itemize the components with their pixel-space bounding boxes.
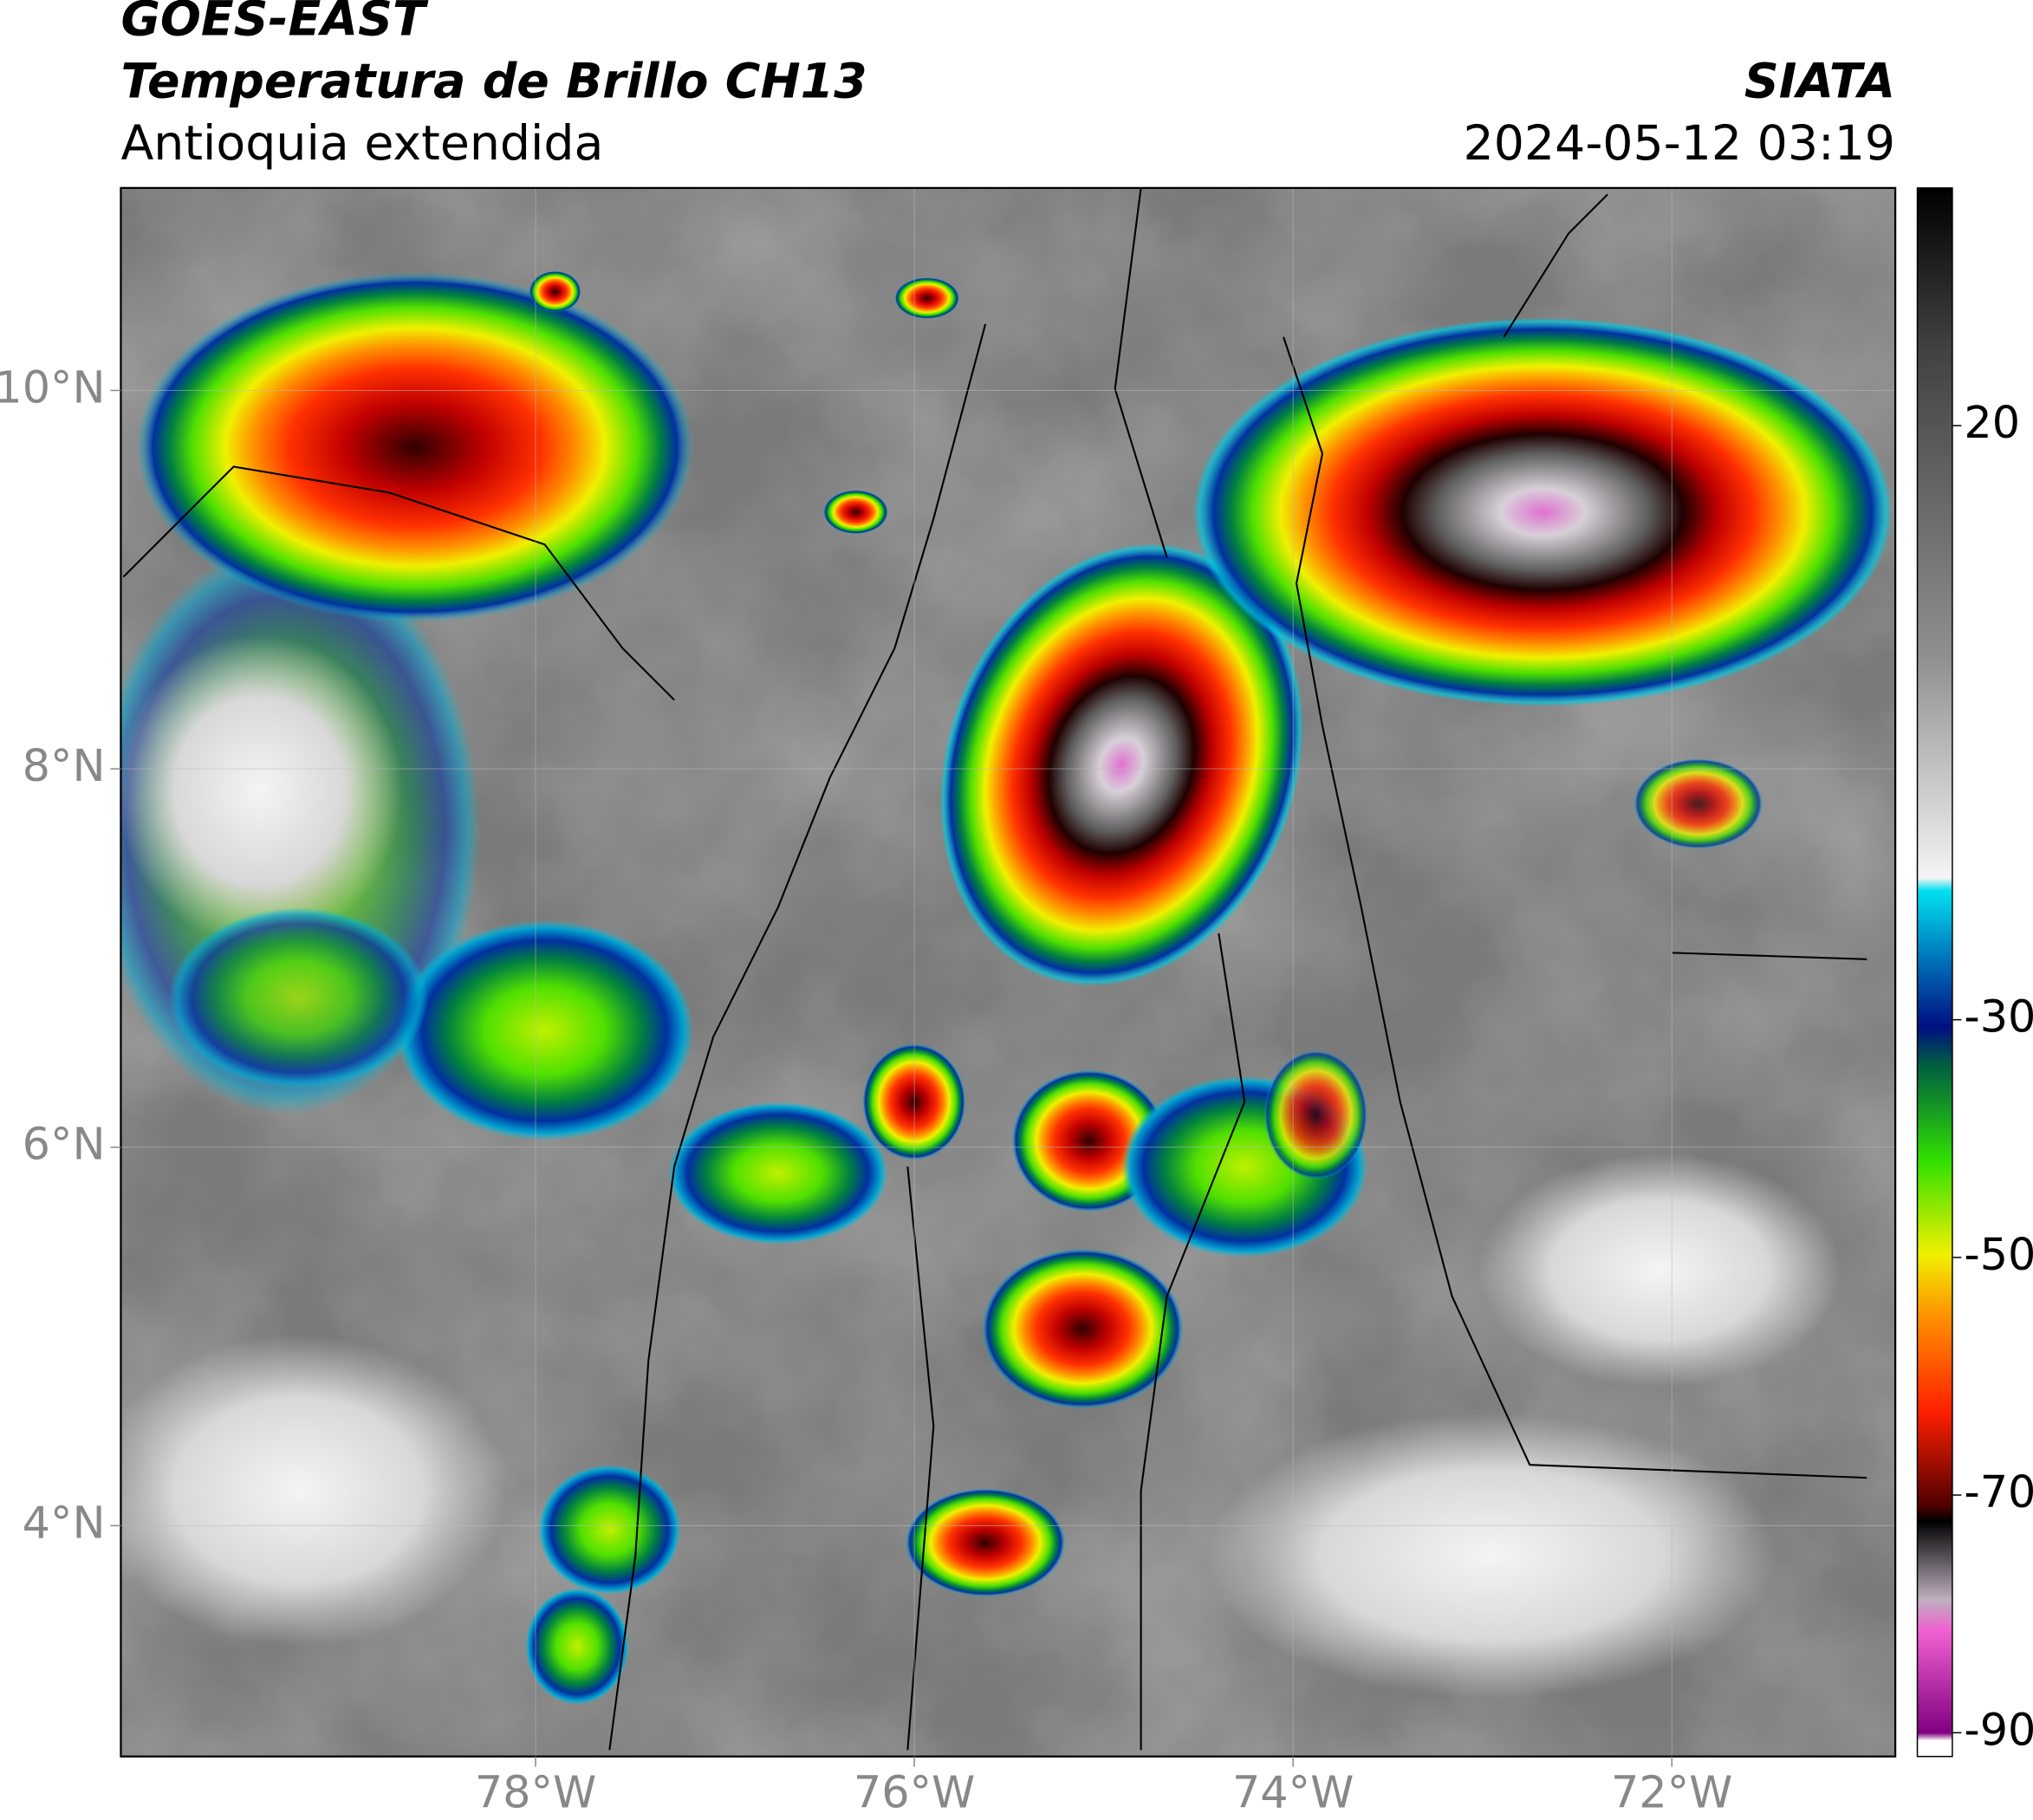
region: Antioquia extendida xyxy=(120,116,603,172)
y-tick-label: 8°N xyxy=(23,740,106,791)
satellite: GOES-EAST xyxy=(120,0,429,48)
colorbar-tick-label: -50 xyxy=(1964,1229,2033,1280)
graticule xyxy=(120,187,1896,1757)
colorbar-tick-label: -70 xyxy=(1964,1466,2033,1518)
product: Temperatura de Brillo CH13 xyxy=(120,54,867,109)
x-tick-label: 76°W xyxy=(854,1767,975,1818)
colorbar xyxy=(1916,187,1953,1758)
agency: SIATA xyxy=(1744,54,1895,109)
x-tick-label: 74°W xyxy=(1232,1767,1354,1818)
colorbar-tick-label: 20 xyxy=(1964,397,2020,448)
satellite-image xyxy=(120,187,1896,1757)
y-tick-label: 6°N xyxy=(23,1119,106,1170)
y-tick-label: 10°N xyxy=(0,361,106,413)
x-tick-label: 78°W xyxy=(475,1767,596,1818)
colorbar-tick-label: -30 xyxy=(1964,991,2033,1043)
x-tick-label: 72°W xyxy=(1611,1767,1732,1818)
datetime: 2024-05-12 03:19 xyxy=(1464,116,1896,172)
map-frame xyxy=(120,186,1897,1758)
y-tick-label: 4°N xyxy=(23,1497,106,1548)
colorbar-tick-label: -90 xyxy=(1964,1704,2033,1755)
